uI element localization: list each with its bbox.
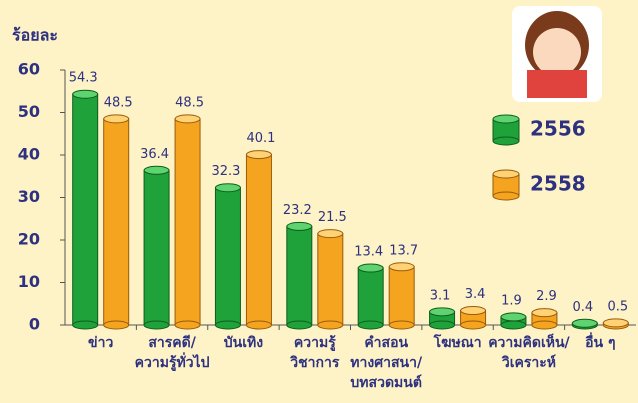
bar (215, 188, 240, 325)
value-label: 3.1 (430, 288, 451, 303)
value-label: 36.4 (140, 147, 169, 162)
value-label: 0.4 (572, 300, 593, 315)
bar-top (430, 308, 455, 316)
legend-swatch-top (493, 170, 519, 178)
bar-base (287, 321, 312, 329)
value-label: 0.5 (607, 299, 628, 314)
bar-base (215, 321, 240, 329)
bar-base (461, 321, 486, 329)
bar-top (144, 166, 169, 174)
value-label: 32.3 (211, 164, 240, 179)
bar-base (104, 321, 129, 329)
bar-base (389, 321, 414, 329)
legend-label: 2556 (530, 117, 586, 141)
bar-top (532, 309, 557, 317)
bar-base (73, 321, 98, 329)
y-axis-label: ร้อยละ (12, 26, 58, 45)
y-tick-label: 30 (18, 187, 40, 206)
y-tick-label: 50 (18, 102, 40, 121)
legend-swatch-base (493, 192, 519, 200)
bar (287, 226, 312, 325)
bar (358, 268, 383, 325)
bar-top (461, 307, 486, 315)
bar-top (287, 222, 312, 230)
value-label: 2.9 (536, 289, 557, 304)
bar-top (175, 115, 200, 123)
x-tick-label: ข่าว (88, 335, 113, 351)
bar-top (318, 230, 343, 238)
bar-base (358, 321, 383, 329)
bar-top (358, 264, 383, 272)
page: {"chart_data": {"type": "bar", "y_label"… (0, 0, 638, 403)
face (533, 28, 581, 76)
bar (104, 119, 129, 325)
bar-base (246, 321, 271, 329)
value-label: 48.5 (175, 95, 204, 110)
y-tick-label: 0 (29, 315, 40, 334)
y-tick-label: 20 (18, 230, 40, 249)
value-label: 40.1 (246, 131, 275, 146)
bar-top (73, 90, 98, 98)
bar (144, 170, 169, 325)
book (527, 70, 587, 98)
x-tick-label: โฆษณา (433, 333, 482, 351)
bar (389, 267, 414, 325)
illustration (512, 6, 602, 102)
bar-base (175, 321, 200, 329)
legend-swatch-top (493, 115, 519, 123)
bar (318, 234, 343, 325)
bar-top (215, 184, 240, 192)
bar-base (430, 321, 455, 329)
value-label: 3.4 (465, 287, 486, 302)
bar (73, 94, 98, 325)
value-label: 13.4 (354, 245, 383, 260)
bar (246, 155, 271, 325)
y-tick-label: 40 (18, 145, 40, 164)
value-label: 1.9 (501, 293, 522, 308)
bar-top (389, 263, 414, 271)
value-label: 48.5 (104, 95, 133, 110)
value-label: 54.3 (69, 71, 98, 86)
y-tick-label: 10 (18, 272, 40, 291)
bar-base (318, 321, 343, 329)
bar-top (603, 319, 628, 327)
y-tick-label: 60 (18, 60, 40, 79)
legend-label: 2558 (530, 172, 586, 196)
value-label: 21.5 (318, 210, 347, 225)
legend-swatch-base (493, 137, 519, 145)
bar-base (144, 321, 169, 329)
bar-top (104, 115, 129, 123)
bar-base (501, 321, 526, 329)
x-tick-label: บันเทิง (224, 335, 263, 351)
value-label: 23.2 (283, 203, 312, 218)
value-label: 13.7 (389, 243, 418, 258)
x-tick-label: อื่น ๆ (585, 332, 615, 351)
bar-top (572, 319, 597, 327)
bar-top (246, 151, 271, 159)
chart: ร้อยละ 0102030405060ข่าว54.348.5สารคดี/ค… (0, 0, 638, 403)
bar-top (501, 313, 526, 321)
bar (175, 119, 200, 325)
bar-base (532, 321, 557, 329)
